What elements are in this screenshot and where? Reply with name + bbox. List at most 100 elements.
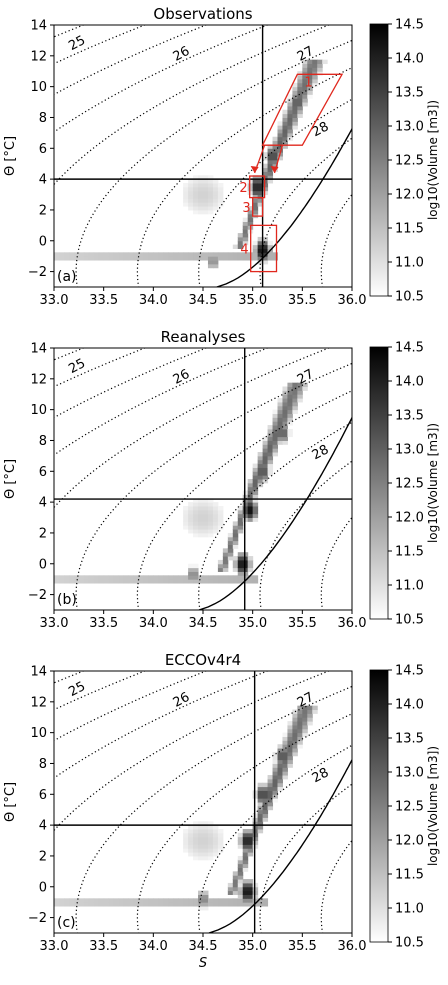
box-label: 3 (242, 201, 250, 216)
heatmap-cell (108, 575, 115, 580)
heatmap-cell (267, 440, 274, 445)
heatmap-cell (54, 898, 60, 903)
heatmap-cell (242, 221, 249, 226)
isopycnal-line (320, 193, 352, 287)
heatmap-cell (198, 175, 204, 180)
heatmap-cell (257, 240, 264, 246)
heatmap-cell (198, 890, 204, 895)
heatmap-cell (237, 867, 244, 872)
heatmap-cell (272, 778, 278, 784)
heatmap-cell (163, 575, 169, 580)
heatmap-cell (193, 190, 199, 196)
heatmap-cell (203, 525, 209, 530)
heatmap-cell (252, 836, 259, 842)
heatmap-cell (232, 532, 239, 538)
heatmap-cell (267, 775, 274, 780)
heatmap-cell (277, 413, 283, 418)
heatmap-cell (257, 898, 264, 903)
x-tick-label: 33.5 (89, 616, 118, 631)
heatmap-cell (282, 390, 288, 395)
heatmap-cell (302, 732, 308, 737)
heatmap-cell (312, 67, 318, 72)
heatmap-cell (292, 736, 298, 741)
heatmap-cell (83, 579, 90, 584)
heatmap-cell (272, 751, 278, 757)
heatmap-cell (212, 182, 219, 188)
x-tick-label: 34.5 (189, 293, 218, 308)
heatmap-cell (242, 567, 249, 572)
heatmap-cell (267, 782, 274, 788)
heatmap-cell (282, 144, 288, 149)
heatmap-cell (203, 198, 209, 203)
heatmap-cell (272, 156, 278, 161)
heatmap-cell (297, 728, 303, 734)
heatmap-cell (247, 836, 254, 842)
heatmap-cell (143, 575, 149, 580)
heatmap-cell (232, 536, 239, 542)
colorbar-bar (369, 346, 389, 620)
heatmap-cell (188, 525, 194, 530)
heatmap-cell (282, 440, 288, 445)
heatmap-cell (257, 198, 264, 203)
heatmap-cell (198, 902, 204, 907)
heatmap-cell (252, 498, 259, 503)
heatmap-cell (188, 844, 194, 849)
heatmap-cell (217, 194, 224, 199)
heatmap-cell (247, 517, 254, 522)
heatmap-cell (188, 179, 194, 184)
heatmap-cell (203, 844, 209, 849)
heatmap-cell (203, 513, 209, 519)
heatmap-cell (252, 828, 259, 834)
heatmap-cell (143, 902, 149, 907)
x-tick-label: 34.5 (189, 939, 218, 954)
heatmap-cell (242, 844, 249, 849)
heatmap-cell (272, 755, 278, 761)
heatmap-cell (267, 244, 274, 249)
heatmap-cell (203, 575, 209, 580)
heatmap-cell (207, 256, 214, 261)
heatmap-cell (232, 556, 239, 561)
heatmap-cell (307, 717, 313, 722)
heatmap-cell (242, 502, 249, 507)
heatmap-cell (257, 194, 264, 199)
heatmap-cell (193, 509, 199, 515)
heatmap-cell (247, 490, 254, 495)
heatmap-cell (247, 494, 254, 499)
heatmap-cell (242, 225, 249, 230)
heatmap-cell (118, 575, 125, 580)
heatmap-cell (193, 252, 199, 257)
x-tick-label: 35.0 (238, 939, 267, 954)
x-tick-label: 36.0 (338, 293, 367, 308)
heatmap-cell (312, 63, 318, 68)
heatmap-cell (282, 775, 288, 780)
heatmap-cell (232, 579, 239, 584)
heatmap-cell (78, 256, 85, 261)
heatmap-cell (247, 567, 254, 572)
heatmap-cell (198, 179, 204, 184)
heatmap-cell (287, 401, 293, 407)
heatmap-cell (257, 790, 264, 795)
heatmap-cell (277, 421, 283, 426)
heatmap-cell (207, 902, 214, 907)
heatmap-cell (247, 844, 254, 849)
heatmap-cell (212, 836, 219, 842)
heatmap-cell (193, 575, 199, 580)
heatmap-cell (252, 890, 259, 895)
heatmap-cell (88, 902, 95, 907)
heatmap-cell (257, 782, 264, 788)
heatmap-cell (322, 59, 328, 65)
heatmap-cell (227, 882, 234, 888)
heatmap-cell (292, 113, 298, 118)
panel-label: (c) (57, 915, 76, 931)
heatmap-cell (282, 398, 288, 403)
heatmap-cell (277, 398, 283, 403)
heatmap-cell (282, 386, 288, 391)
heatmap-cell (217, 844, 224, 849)
heatmap-cell (237, 902, 244, 907)
heatmap-cell (193, 852, 199, 857)
heatmap-cell (212, 525, 219, 530)
heatmap-cell (257, 817, 264, 822)
heatmap-cell (93, 902, 100, 907)
